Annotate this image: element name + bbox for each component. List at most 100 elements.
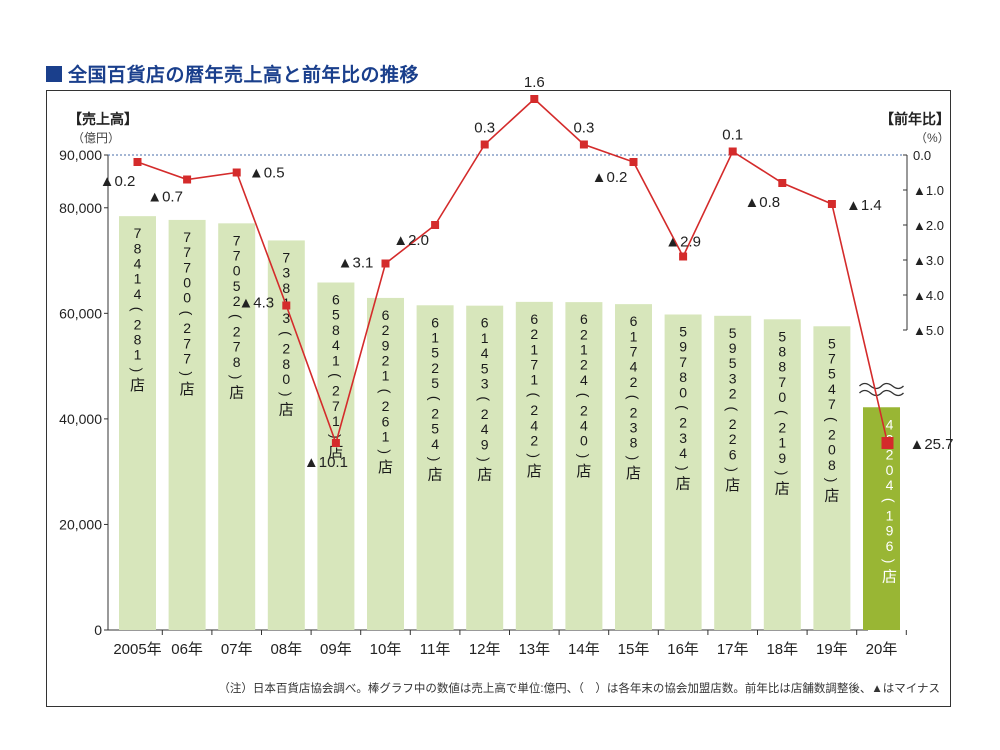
bar [218,223,256,630]
bar-value-label-char: 1 [134,347,142,363]
bar-value-label-char: 8 [828,457,836,473]
bar-value-label-char: 2 [630,404,638,420]
bar-value-label-char: 7 [530,356,538,372]
right-axis-tick-label: ▲4.0 [913,288,944,303]
yoy-data-label: ▲0.2 [592,169,628,186]
bar-value-label-char: 2 [580,357,588,373]
bar-value-label-char: 2 [886,447,894,463]
bar-value-label-char: ) [229,375,245,380]
bar-value-label-char: 4 [886,477,894,493]
bar-value-label-char: ) [576,454,592,459]
bar-value-label-char: 4 [134,286,142,302]
bar-value-label-char: ( [774,410,790,415]
bar-value-label-char: 店 [576,463,591,480]
bar-value-label-char: 2 [530,402,538,418]
x-axis-tick-label: 11年 [420,641,451,658]
yoy-point [827,200,836,208]
bar-value-label-char: 5 [431,375,439,391]
bar-value-label-char: 1 [134,271,142,287]
bar-value-label-char: 7 [134,225,142,241]
title-square-icon [46,65,62,82]
bar-value-label-char: 3 [481,375,489,391]
bar-value-label-char: 店 [676,475,691,492]
x-axis-tick-label: 19年 [816,641,848,658]
yoy-point [728,147,737,156]
bar-value-label-char: 店 [279,401,294,418]
bar-value-label-char: 0 [183,275,191,291]
bar-value-label-char: 0 [828,442,836,458]
x-axis-tick-label: 09年 [320,641,352,658]
bar-value-label-char: 2 [332,383,340,399]
x-axis-tick-label: 13年 [518,641,550,658]
yoy-point [381,259,390,268]
bar-value-label-char: ( [130,307,146,312]
bar-value-label-char: 店 [180,381,195,398]
left-axis-tick-label: 20,000 [59,516,102,532]
bar-value-label-char: 1 [530,341,538,357]
bar-value-label-char: 2 [431,360,439,376]
bar-value-label-char: ) [824,478,840,483]
bar-value-label-char: 1 [382,429,390,445]
bar-value-label-char: ) [477,457,493,462]
x-axis-tick-label: 12年 [469,641,501,658]
yoy-point [282,301,291,310]
bar-value-label-char: 3 [679,430,687,446]
bar-value-label-char: 9 [778,450,786,466]
bar-value-label-char: 2 [679,415,687,431]
bar-value-label-char: 6 [630,313,638,329]
left-axis-label: 【売上高】 [68,111,138,127]
bar [168,219,206,630]
axis-break-mark [859,382,904,390]
bar-value-label-char: 5 [431,421,439,437]
bar-value-label-char: 8 [630,435,638,451]
yoy-data-label: ▲10.1 [304,454,348,471]
bar [714,315,752,630]
bar-value-label-char: 4 [431,436,439,452]
bar-value-label-char: 3 [729,370,737,386]
bar-value-label-char: 4 [481,345,489,361]
yoy-data-label: 0.1 [722,127,743,144]
bar-value-label-char: 6 [530,311,538,327]
left-axis-tick-label: 80,000 [59,200,102,216]
bar-value-label-char: 2 [183,320,191,336]
bar-value-label-char: 7 [828,350,836,366]
bar-value-label-char: 8 [332,322,340,338]
x-axis-tick-label: 18年 [766,641,798,658]
x-axis-tick-label: 15年 [618,641,650,658]
bar-value-label-char: 4 [580,372,588,388]
bar-value-label-char: 0 [233,263,241,279]
bar-value-label-char: 8 [778,359,786,375]
bar-value-label-char: ) [328,434,344,439]
bar-value-label-char: 0 [679,384,687,400]
bar-value-label-char: ( [328,373,344,378]
chart-note: （注）日本百貨店協会調べ。棒グラフ中の数値は売上高で単位:億円、（ ）は各年末の… [218,681,940,695]
bar-value-label-char: 7 [183,351,191,367]
bar-value-label-char: 8 [679,369,687,385]
bar-value-label-char: 店 [229,384,244,401]
x-axis-tick-label: 14年 [568,641,600,658]
bar-value-label-char: 6 [886,538,894,554]
bar-value-label-char: 2 [382,322,390,338]
bar-value-label-char: ( [882,498,898,503]
bar-value-label-char: ) [378,449,394,454]
bar-value-label-char: 8 [778,343,786,359]
yoy-data-label: ▲3.1 [338,255,374,272]
yoy-point [778,179,787,187]
bar-value-label-char: 7 [233,339,241,355]
bar-value-label-char: 0 [886,462,894,478]
bar-value-label-char: 2 [382,353,390,369]
right-axis-tick-label: ▲2.0 [913,218,944,233]
bar-value-label-char: 店 [527,463,542,480]
x-axis-tick-label: 16年 [667,641,699,658]
bar-value-label-char: 店 [328,444,343,461]
bar-value-label-char: 9 [481,436,489,452]
bar-value-label-char: 1 [580,342,588,358]
bar-value-label-char: 6 [580,311,588,327]
bar-value-label-char: 8 [233,354,241,370]
bar-value-label-char: 7 [282,249,290,265]
bar-value-label-char: 1 [382,368,390,384]
bar-value-label-char: 7 [183,335,191,351]
bar-value-label-char: 1 [778,435,786,451]
bar-value-label-char: 3 [630,420,638,436]
bar-value-label-char: 0 [580,433,588,449]
